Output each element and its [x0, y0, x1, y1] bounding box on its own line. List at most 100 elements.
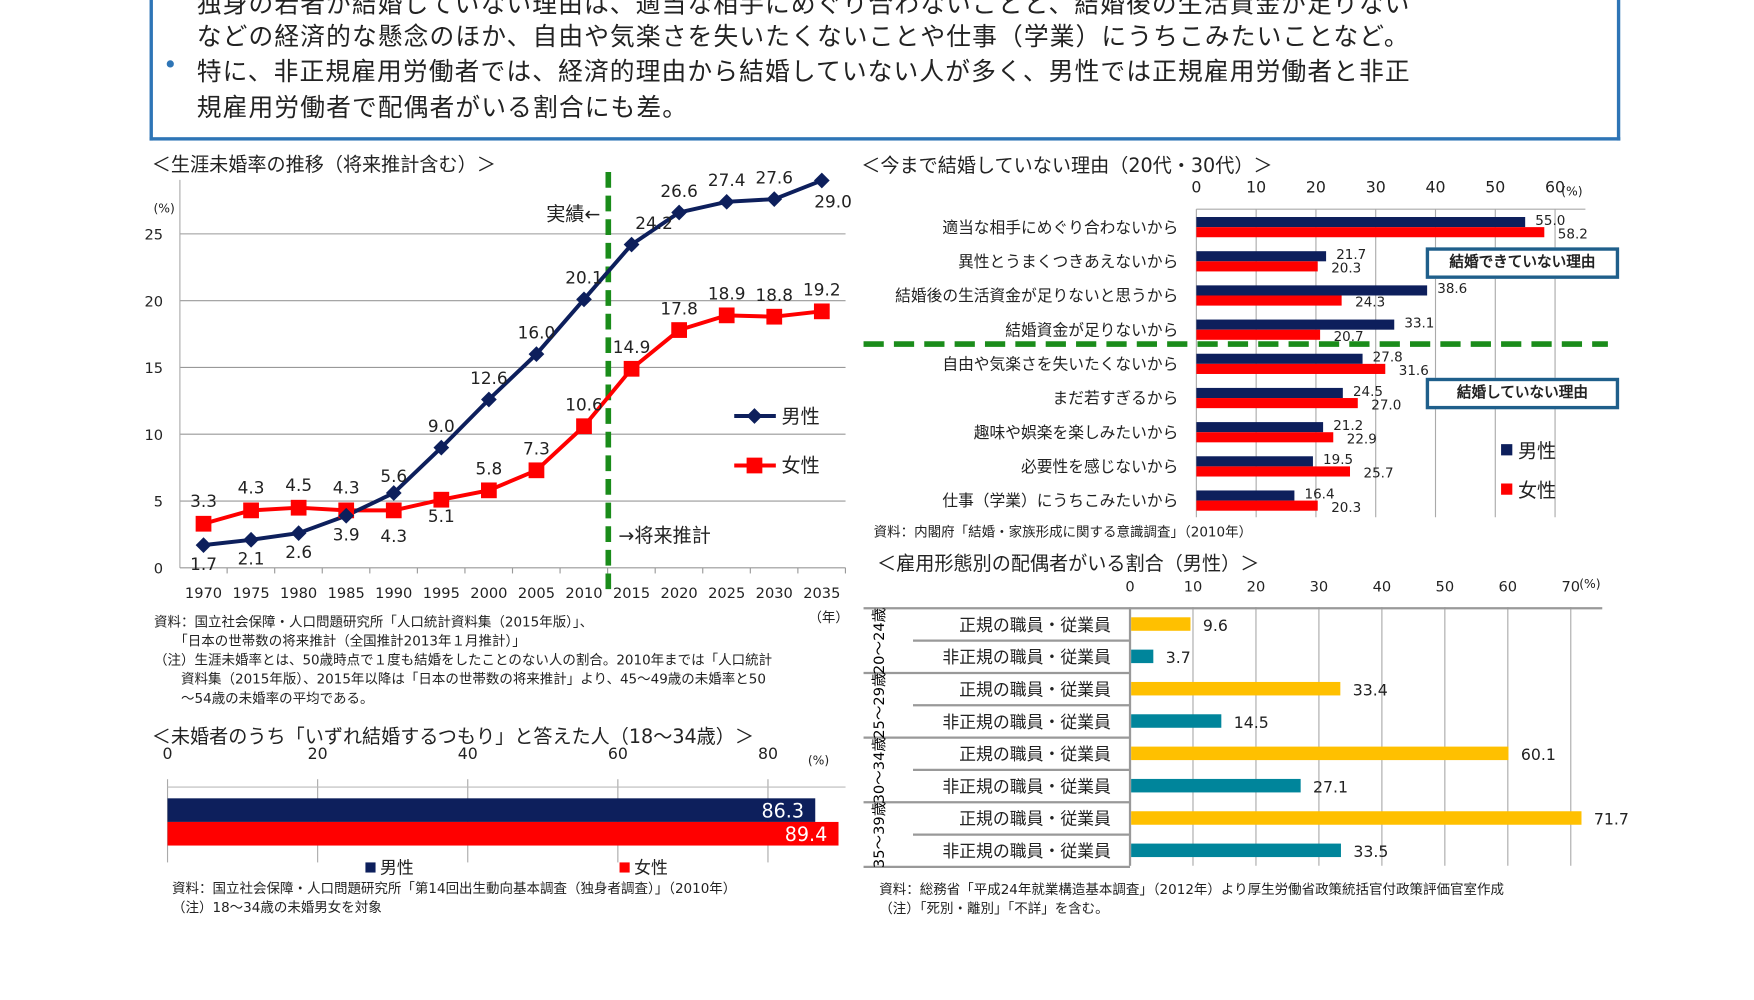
male-bar: [1196, 353, 1363, 364]
female-bar: [1196, 227, 1545, 238]
male-marker: [813, 172, 830, 189]
chart1-title: ＜生涯未婚率の推移（将来推計含む）＞: [151, 154, 496, 177]
female-marker: [718, 307, 735, 324]
female-data-label: 19.2: [803, 280, 841, 300]
legend-male-swatch: [365, 862, 376, 873]
male-marker: [718, 193, 735, 210]
male-marker: [576, 291, 592, 308]
note-line: （注）18〜34歳の未婚男女を対象: [172, 899, 382, 916]
female-data-label: 5.1: [428, 506, 455, 526]
male-data-label: 38.6: [1437, 281, 1467, 297]
chart1-notes: 資料：国立社会保障・人口問題研究所「人口統計資料集（2015年版）」、 「日本の…: [154, 613, 772, 709]
category-label: 結婚後の生活資金が足りないと思うから: [895, 286, 1178, 305]
data-label: 27.1: [1313, 777, 1348, 796]
male-bar: [1196, 319, 1395, 330]
data-label: 14.5: [1234, 713, 1269, 732]
note-line: 資料：国立社会保障・人口問題研究所「第14回出生動向基本調査（独身者調査）」（2…: [172, 880, 737, 897]
note-line: 資料集（2015年版）、2015年以降は「日本の世帯数の将来推計」より、45〜4…: [154, 671, 766, 688]
row-label: 正規の職員・従業員: [959, 615, 1111, 635]
female-bar: [1196, 363, 1386, 374]
regular-bar: [1131, 746, 1509, 761]
female-data-label: 7.3: [523, 439, 550, 459]
male-data-label: 1.7: [190, 554, 217, 574]
x-tick-label: 40: [458, 744, 478, 763]
x-tick-label: 1980: [280, 585, 317, 602]
data-label: 3.7: [1166, 648, 1191, 667]
summary-line: 規雇用労働者で配偶者がいる割合にも差。: [196, 94, 689, 123]
male-data-label: 20.1: [565, 268, 603, 288]
row-label: 正規の職員・従業員: [959, 679, 1111, 699]
category-label: 結婚資金が足りないから: [1005, 320, 1178, 339]
male-data-label: 2.6: [285, 542, 312, 562]
row-label: 正規の職員・従業員: [959, 809, 1111, 829]
female-data-label: 22.9: [1347, 431, 1377, 447]
category-label: 自由や気楽さを失いたくないから: [942, 354, 1178, 373]
x-tick-label: 2030: [756, 585, 793, 602]
male-bar: [167, 798, 816, 822]
female-data-label: 27.0: [1371, 397, 1401, 413]
x-tick-label: 50: [1485, 177, 1505, 196]
male-marker: [766, 191, 783, 208]
male-marker: [243, 531, 259, 548]
regular-bar: [1131, 617, 1191, 631]
male-data-label: 21.2: [1333, 418, 1363, 434]
male-marker: [195, 537, 212, 553]
male-bar: [1196, 490, 1295, 501]
category-label: 趣味や娯楽を楽しみたいから: [974, 423, 1179, 442]
chart3-title: ＜未婚者のうち「いずれ結婚するつもり」と答えた人（18〜34歳）＞: [151, 726, 755, 749]
nonregular-bar: [1131, 714, 1222, 728]
male-bar: [1196, 217, 1526, 228]
summary-line: などの経済的な懸念のほか、自由や気楽さを失いたくないことや仕事（学業）にうちこみ…: [196, 23, 1410, 52]
y-tick-label: 5: [154, 494, 163, 511]
x-tick-label: 30: [1366, 177, 1386, 196]
female-data-label: 18.9: [708, 284, 746, 304]
x-tick-label: 1970: [185, 585, 222, 602]
nonregular-bar: [1131, 778, 1301, 793]
bullet-icon: •: [163, 0, 178, 12]
data-label: 9.6: [1203, 616, 1228, 635]
female-bar: [1196, 466, 1351, 477]
chart2-title: ＜今まで結婚していない理由（20代・30代）＞: [861, 155, 1273, 178]
male-bar: [1196, 251, 1327, 262]
x-tick-label: 60: [1499, 578, 1518, 595]
y-tick-label: 25: [144, 226, 163, 243]
x-unit-label: (%): [1561, 185, 1582, 199]
male-data-label: 3.9: [333, 524, 360, 544]
series-line-male: [203, 178, 823, 548]
legend-male-label: 男性: [380, 858, 414, 878]
x-tick-label: 0: [163, 744, 173, 763]
male-bar: [1196, 456, 1313, 467]
female-bar: [1196, 295, 1342, 306]
male-marker: [290, 525, 307, 541]
male-data-label: 9.0: [428, 416, 455, 436]
x-tick-label: 20: [1247, 578, 1266, 595]
regular-bar: [1131, 811, 1582, 825]
female-data-label: 58.2: [1558, 226, 1588, 242]
data-label: 33.5: [1353, 842, 1388, 861]
x-tick-label: 40: [1425, 177, 1445, 196]
male-bar: [1196, 422, 1324, 433]
x-tick-label: 20: [308, 744, 328, 763]
x-tick-label: 30: [1310, 578, 1329, 595]
female-bar: [1196, 432, 1334, 443]
legend-female-swatch: [1501, 483, 1513, 495]
male-data-label: 12.6: [470, 368, 508, 388]
female-marker: [766, 308, 783, 325]
x-unit-label: (%): [1579, 577, 1600, 591]
legend-male-label: 男性: [1518, 440, 1556, 463]
legend-male-swatch: [1501, 444, 1513, 456]
chart4-title: ＜雇用形態別の配偶者がいる割合（男性）＞: [877, 553, 1260, 576]
x-tick-label: 2000: [470, 585, 507, 602]
legend-female-marker: [746, 457, 763, 474]
nonregular-bar: [1131, 843, 1341, 858]
female-data-label: 4.3: [333, 478, 360, 498]
x-tick-label: 1975: [232, 585, 269, 602]
age-group-label: 20〜24歳: [871, 607, 888, 674]
age-group-label: 30〜34歳: [871, 737, 888, 804]
row-label: 非正規の職員・従業員: [942, 776, 1111, 796]
chart4-notes: 資料：総務省「平成24年就業構造基本調査」（2012年）より厚生労働省政策統括官…: [879, 880, 1504, 918]
x-tick-label: 80: [758, 744, 778, 763]
female-marker: [671, 322, 688, 338]
annotation-actual: 実績←: [546, 202, 600, 225]
